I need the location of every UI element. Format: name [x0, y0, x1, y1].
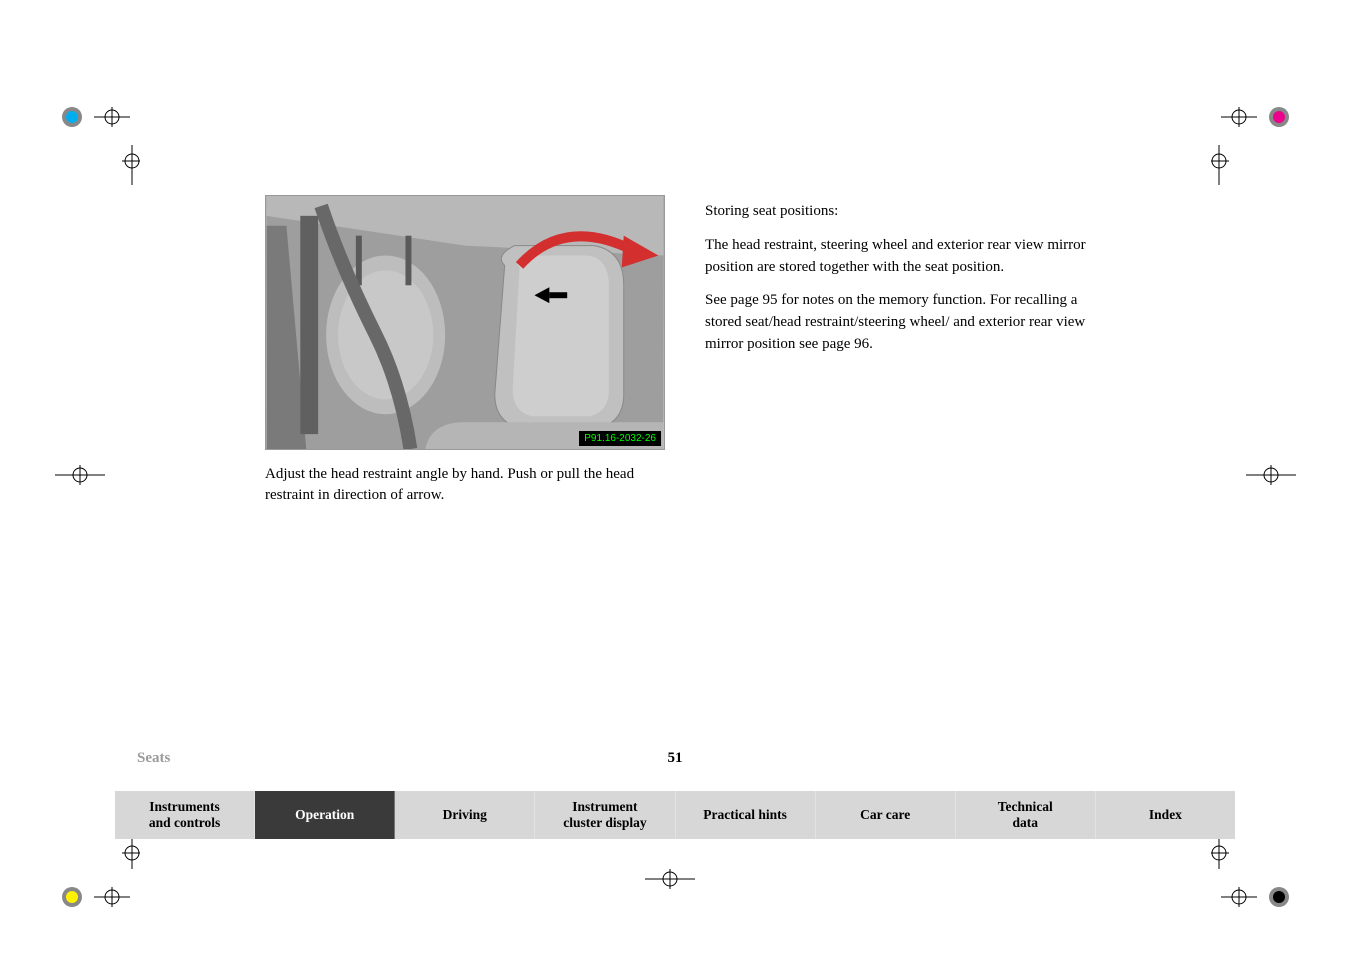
crop-mark-mid-right [1241, 460, 1301, 495]
page-container: P91.16-2032-26 Adjust the head restraint… [0, 0, 1351, 954]
nav-tab-label: Instrumentcluster display [563, 799, 646, 831]
left-column: P91.16-2032-26 Adjust the head restraint… [265, 195, 665, 506]
nav-tab-operation[interactable]: Operation [255, 791, 395, 839]
nav-tab-practical-hints[interactable]: Practical hints [676, 791, 816, 839]
image-code-label: P91.16-2032-26 [579, 431, 661, 446]
nav-tab-label: Instrumentsand controls [149, 799, 220, 831]
crop-mark-bottom-center [640, 864, 700, 899]
page-number: 51 [668, 750, 683, 767]
nav-tab-label: Operation [295, 807, 354, 823]
nav-tabs: Instrumentsand controls Operation Drivin… [115, 791, 1235, 839]
nav-tab-label: Practical hints [703, 807, 787, 823]
nav-tab-instruments[interactable]: Instrumentsand controls [115, 791, 255, 839]
paragraph-3: See page 95 for notes on the memory func… [705, 290, 1105, 355]
nav-tab-index[interactable]: Index [1096, 791, 1235, 839]
nav-tab-instrument-cluster[interactable]: Instrumentcluster display [535, 791, 675, 839]
nav-tab-label: Car care [860, 807, 910, 823]
nav-tab-technical-data[interactable]: Technicaldata [956, 791, 1096, 839]
nav-tab-car-care[interactable]: Car care [816, 791, 956, 839]
paragraph-1: Storing seat positions: [705, 201, 1105, 223]
nav-tab-label: Index [1149, 807, 1182, 823]
section-title: Seats [137, 750, 1235, 767]
footer-section: Seats 51 Instrumentsand controls Operati… [115, 750, 1235, 839]
illustration-caption: Adjust the head restraint angle by hand.… [265, 464, 665, 506]
nav-tab-label: Technicaldata [998, 799, 1053, 831]
paragraph-2: The head restraint, steering wheel and e… [705, 235, 1105, 279]
content-area: P91.16-2032-26 Adjust the head restraint… [265, 195, 1135, 506]
nav-tab-driving[interactable]: Driving [395, 791, 535, 839]
nav-tab-label: Driving [443, 807, 487, 823]
crop-mark-mid-left [50, 460, 110, 495]
right-column: Storing seat positions: The head restrai… [705, 195, 1105, 506]
headrest-illustration: P91.16-2032-26 [265, 195, 665, 450]
